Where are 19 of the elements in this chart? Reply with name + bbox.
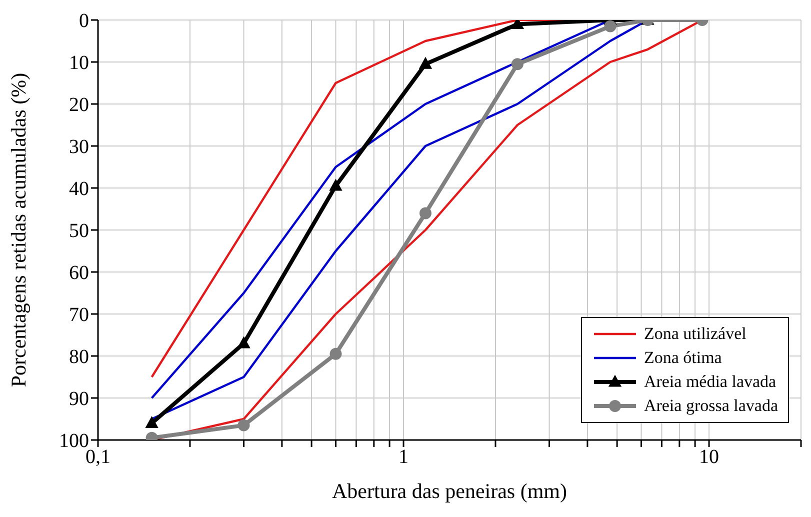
x-tick-label: 0,1 (86, 446, 110, 468)
y-tick-label: 70 (69, 304, 89, 326)
legend-label: Zona ótima (644, 348, 722, 368)
legend-label: Areia grossa lavada (644, 396, 778, 416)
y-tick-label: 20 (69, 94, 89, 116)
y-tick-label: 0 (79, 10, 89, 32)
y-tick-label: 30 (69, 136, 89, 158)
y-tick-label: 80 (69, 346, 89, 368)
legend-label: Areia média lavada (644, 372, 776, 392)
y-tick-label: 90 (69, 388, 89, 410)
x-axis-title: Abertura das peneiras (mm) (332, 479, 567, 503)
legend-label: Zona utilizável (644, 324, 746, 344)
y-tick-label: 50 (69, 220, 89, 242)
y-tick-label: 60 (69, 262, 89, 284)
y-axis-title: Porcentagens retidas acumuladas (%) (6, 72, 30, 388)
x-tick-label: 1 (398, 446, 409, 468)
x-tick-label: 10 (699, 446, 720, 468)
y-tick-label: 10 (69, 52, 89, 74)
y-tick-label: 40 (69, 178, 89, 200)
